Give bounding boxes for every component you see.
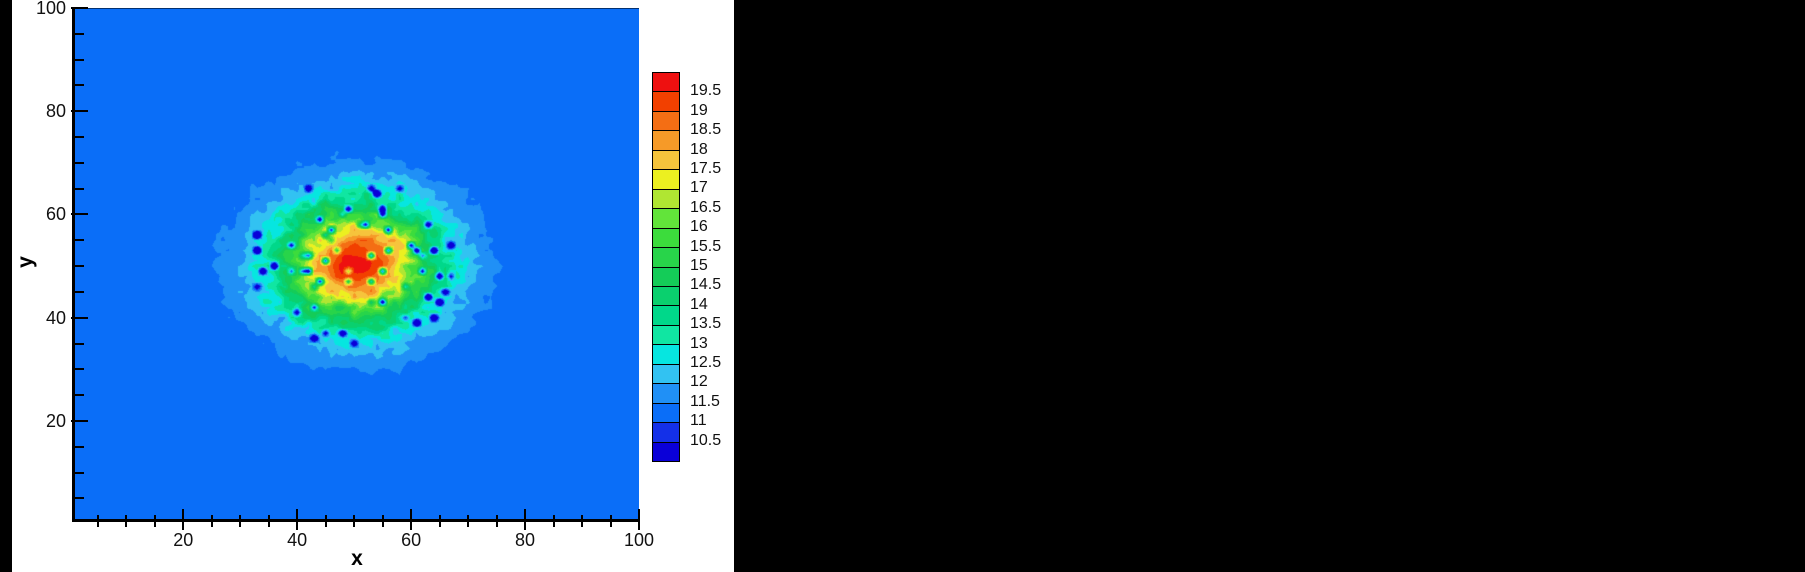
x-minor-tick [324, 515, 327, 527]
colorbar-segment [653, 345, 679, 365]
x-tick-label: 100 [623, 530, 655, 550]
x-minor-tick [495, 515, 498, 527]
y-minor-tick [75, 187, 84, 190]
y-minor-tick [75, 445, 84, 448]
x-minor-tick [239, 515, 242, 527]
colorbar-segment [653, 73, 679, 93]
colorbar-segment [653, 209, 679, 229]
colorbar-legend [652, 72, 680, 462]
x-minor-tick [153, 515, 156, 527]
x-major-tick [524, 509, 527, 530]
colorbar-label: 14.5 [690, 276, 722, 294]
colorbar-label: 12 [690, 373, 708, 391]
colorbar-segment [653, 267, 679, 287]
y-minor-tick [75, 58, 84, 61]
colorbar-label: 18.5 [690, 121, 722, 139]
x-minor-tick [353, 515, 356, 527]
x-minor-tick [438, 515, 441, 527]
y-major-tick [71, 213, 88, 216]
x-axis-line [72, 519, 639, 522]
y-tick-label: 80 [45, 101, 66, 122]
colorbar-label: 16.5 [690, 198, 722, 216]
colorbar-segment [653, 131, 679, 151]
y-minor-tick [75, 368, 84, 371]
y-major-tick [71, 316, 88, 319]
colorbar-segment [653, 423, 679, 443]
y-major-tick [71, 419, 88, 422]
colorbar-segment [653, 189, 679, 210]
colorbar-segment [653, 384, 679, 404]
x-minor-tick [381, 515, 384, 527]
y-minor-tick [75, 342, 84, 345]
colorbar-segment [653, 306, 679, 326]
y-axis-title: y [14, 256, 37, 268]
colorbar-segment [653, 364, 679, 385]
colorbar-label: 15.5 [690, 237, 722, 255]
y-minor-tick [75, 136, 84, 139]
x-tick-label: 60 [401, 530, 422, 550]
y-minor-tick [75, 84, 84, 87]
x-tick-label: 40 [287, 530, 308, 550]
colorbar-label: 11.5 [690, 392, 720, 410]
colorbar-segment [653, 92, 679, 112]
y-minor-tick [75, 32, 84, 35]
colorbar-segment [653, 403, 679, 424]
colorbar-label: 13.5 [690, 315, 722, 333]
x-major-tick [296, 509, 299, 530]
colorbar-segment [653, 325, 679, 346]
x-minor-tick [609, 515, 612, 527]
y-major-tick [71, 7, 88, 9]
x-minor-tick [267, 515, 270, 527]
y-tick-label: 20 [45, 410, 66, 431]
plot-top-border [75, 8, 639, 9]
x-minor-tick [96, 515, 99, 527]
colorbar-label: 12.5 [690, 354, 722, 371]
y-minor-tick [75, 239, 84, 242]
x-major-tick [638, 509, 640, 530]
y-major-tick [71, 110, 88, 113]
colorbar-segment [653, 442, 679, 462]
x-minor-tick [581, 515, 584, 527]
colorbar-label: 16 [690, 218, 708, 236]
colorbar-label: 19.5 [690, 82, 722, 100]
x-minor-tick [210, 515, 213, 527]
colorbar-segment [653, 170, 679, 190]
colorbar-segment [653, 286, 679, 307]
colorbar-segment [653, 150, 679, 171]
x-major-tick [410, 509, 413, 530]
colorbar-label: 17.5 [690, 160, 722, 177]
x-axis-title: x [351, 547, 363, 570]
y-minor-tick [75, 290, 84, 293]
colorbar-label: 13 [690, 334, 708, 352]
y-minor-tick [75, 394, 84, 397]
colorbar-label: 18 [690, 140, 708, 158]
colorbar-label: 15 [690, 257, 708, 274]
y-axis-line [72, 8, 75, 522]
y-tick-label: 40 [45, 307, 66, 328]
y-minor-tick [75, 161, 84, 164]
x-minor-tick [467, 515, 470, 527]
colorbar-label: 10.5 [690, 431, 722, 449]
x-major-tick [182, 509, 185, 530]
y-tick-label: 100 [35, 0, 66, 18]
x-minor-tick [125, 515, 128, 527]
colorbar-label: 19 [690, 101, 708, 119]
x-minor-tick [552, 515, 555, 527]
y-minor-tick [75, 265, 84, 268]
y-minor-tick [75, 497, 84, 500]
colorbar-segment [653, 248, 679, 268]
x-tick-label: 80 [515, 530, 536, 550]
colorbar-label: 17 [690, 179, 708, 197]
colorbar-label: 11 [690, 412, 707, 430]
colorbar-label: 14 [690, 295, 708, 313]
y-minor-tick [75, 471, 84, 474]
x-tick-label: 20 [173, 530, 194, 550]
colorbar-segment [653, 228, 679, 249]
y-tick-label: 60 [45, 204, 66, 225]
contour-plot-canvas [75, 8, 639, 519]
colorbar-segment [653, 111, 679, 132]
